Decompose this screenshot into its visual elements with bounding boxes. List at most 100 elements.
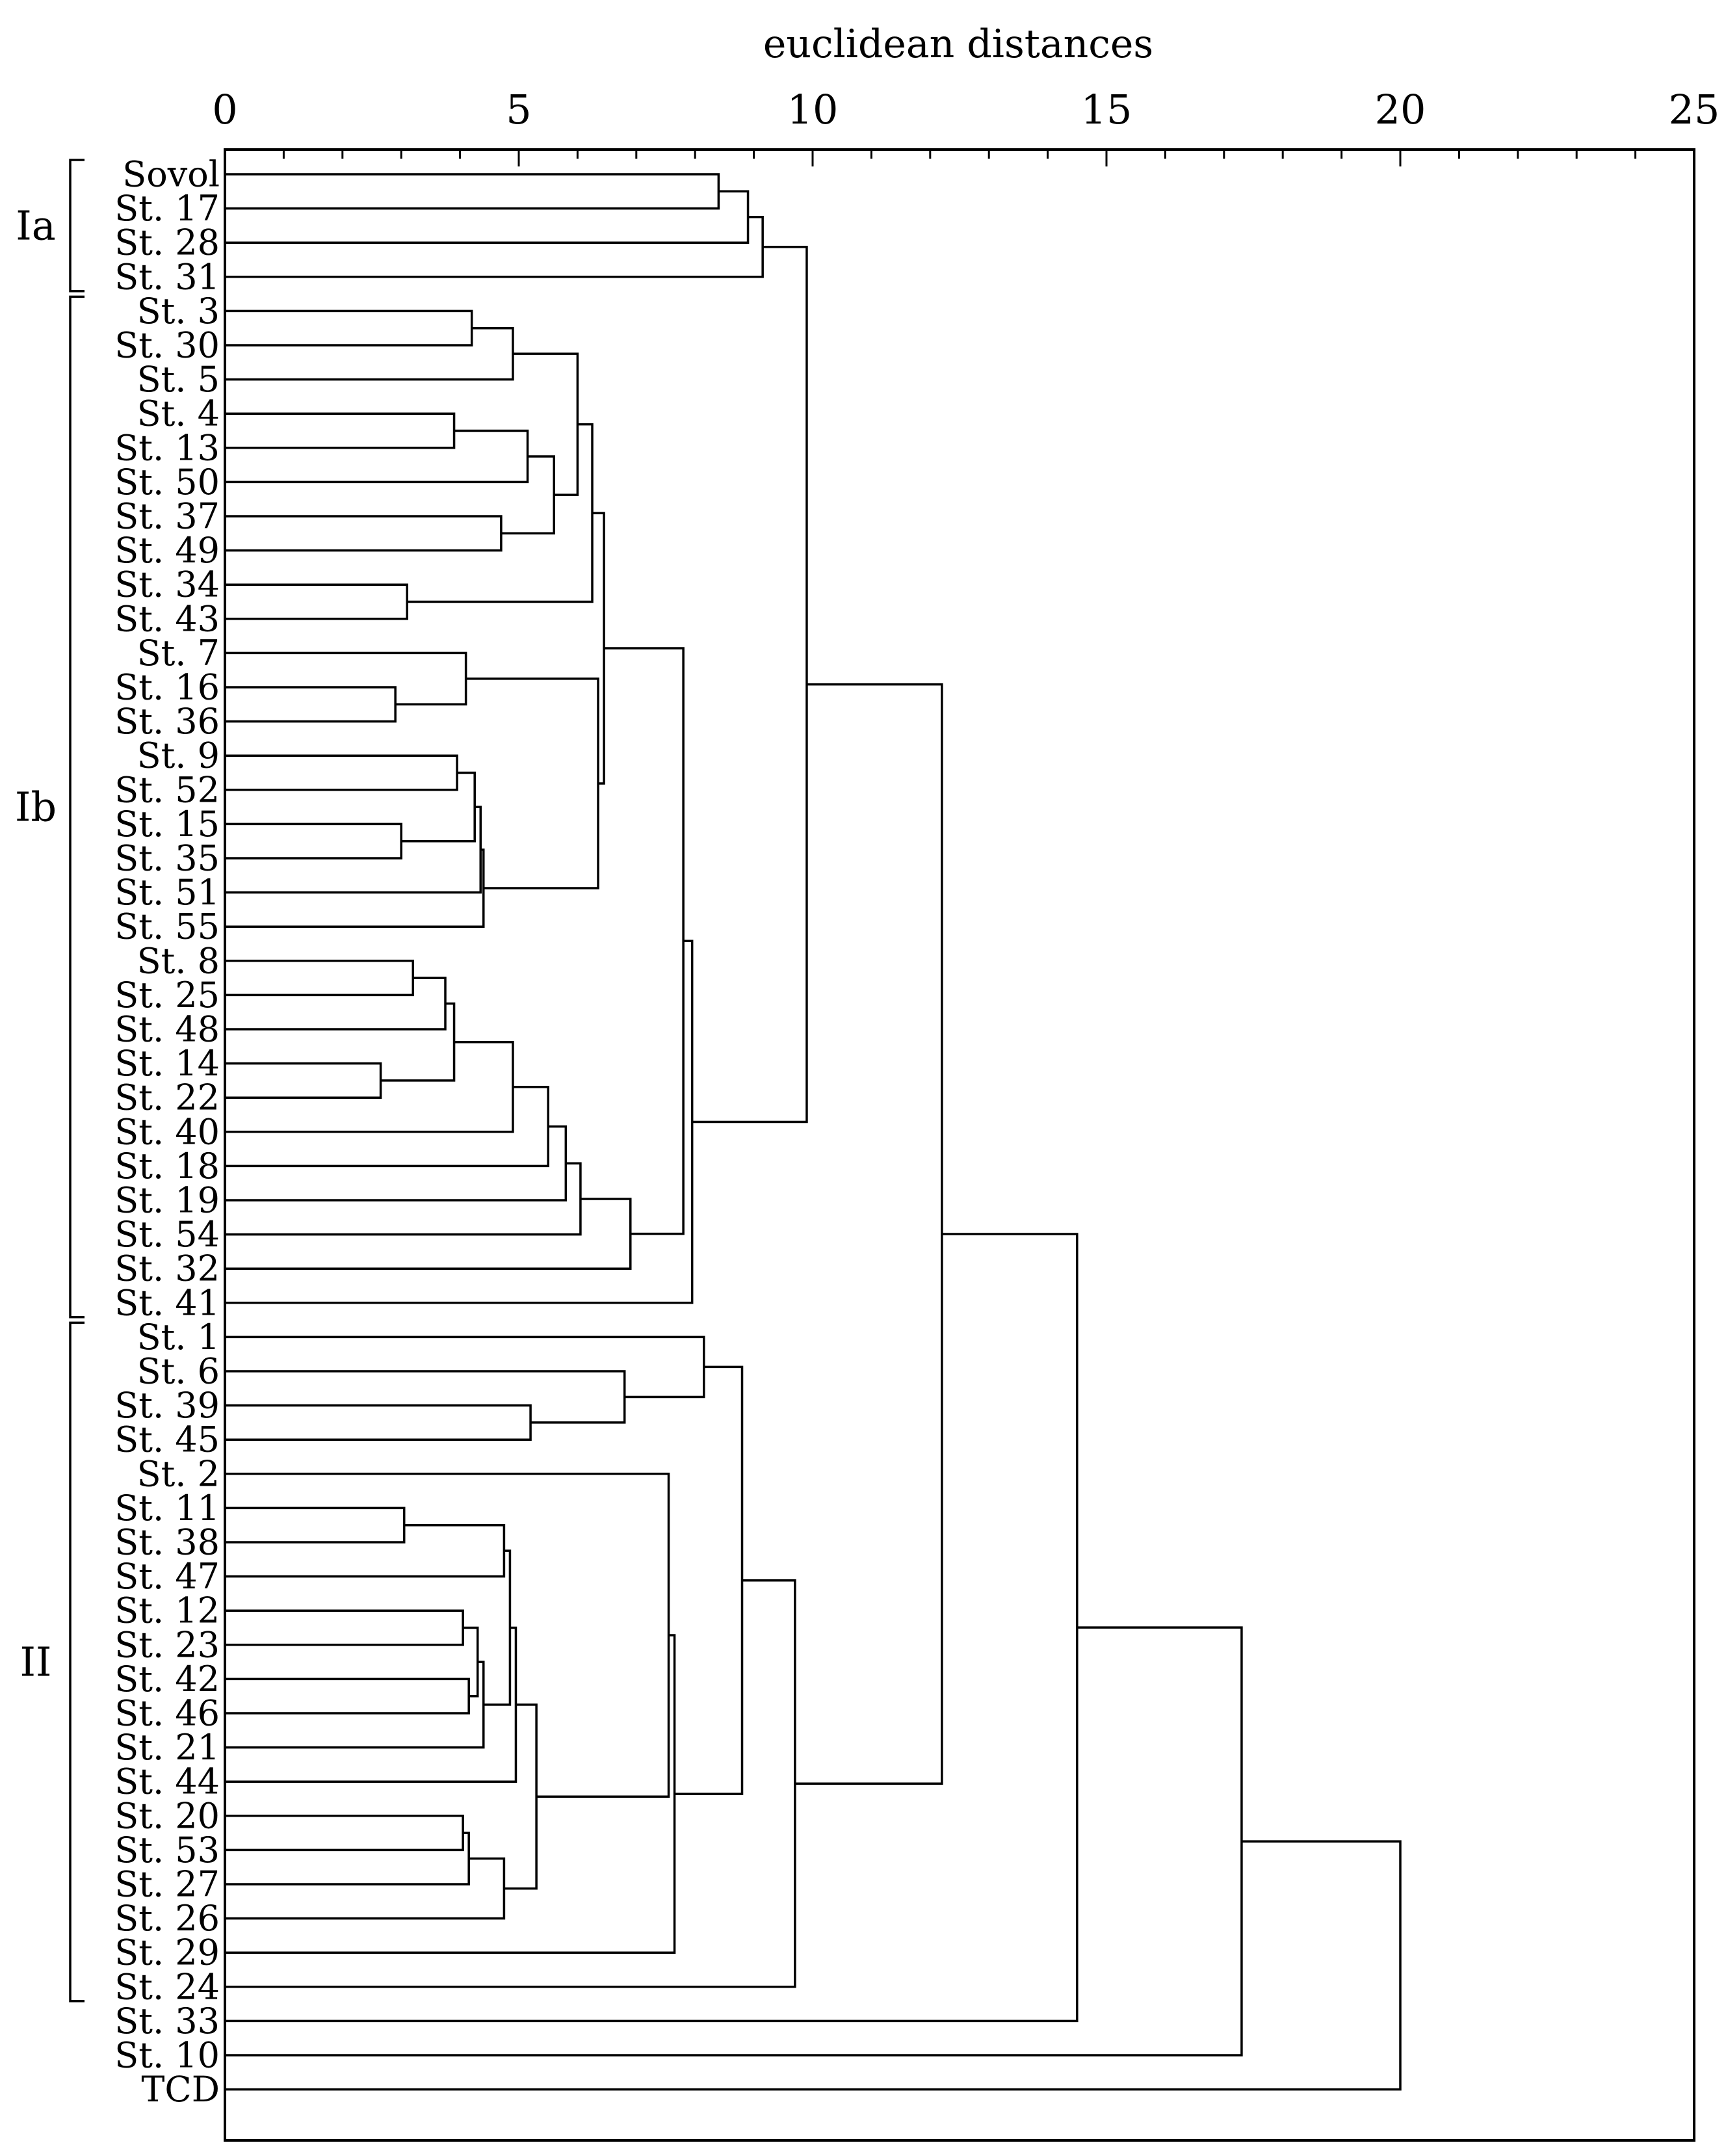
dendrogram-link [225, 1335, 705, 1399]
leaf-label: TCD [141, 2069, 220, 2110]
leaf-label: St. 26 [114, 1898, 220, 1939]
leaf-label: St. 8 [137, 940, 220, 981]
leaf-label: St. 46 [114, 1693, 220, 1734]
group-bracket [69, 159, 85, 293]
leaf-label: St. 50 [114, 462, 220, 503]
dendrogram-link [225, 1832, 470, 1886]
leaf-label: St. 6 [137, 1351, 220, 1392]
dendrogram-links [225, 173, 1402, 2091]
dendrogram-link [380, 1002, 456, 1082]
leaf-label: St. 36 [114, 701, 220, 742]
leaf-label: St. 9 [137, 735, 220, 776]
dendrogram-link [225, 651, 467, 706]
leaf-label: St. 45 [114, 1419, 220, 1460]
leaf-label: St. 4 [137, 393, 220, 434]
dendrogram-link [225, 173, 720, 210]
leaf-label: St. 42 [114, 1659, 220, 1700]
dendrogram-link [225, 1634, 676, 1954]
dendrogram-link [225, 1162, 582, 1236]
leaf-label: St. 27 [114, 1864, 220, 1905]
leaf-label: St. 32 [114, 1248, 220, 1289]
leaf-label: St. 35 [114, 838, 220, 879]
leaf-label: St. 29 [114, 1932, 220, 1973]
dendrogram-link [225, 1040, 514, 1133]
dendrogram-link [225, 1840, 1402, 2091]
dendrogram-link [225, 1626, 517, 1783]
leaf-label: St. 39 [114, 1385, 220, 1426]
dendrogram-link [225, 1233, 1079, 2023]
leaf-label: St. 41 [114, 1282, 220, 1323]
dendrogram-link [692, 246, 808, 1124]
dendrogram-link [225, 216, 764, 278]
group-bracket [69, 1321, 85, 2003]
x-tick-label: 5 [506, 86, 531, 133]
leaf-label: St. 21 [114, 1727, 220, 1768]
leaf-label: St. 23 [114, 1624, 220, 1665]
dendrogram-link [225, 960, 415, 997]
dendrogram-link [225, 1857, 506, 1920]
dendrogram-link [225, 806, 482, 894]
leaf-label: St. 12 [114, 1590, 220, 1631]
dendrogram-link [225, 848, 485, 928]
leaf-label: St. 5 [137, 359, 220, 400]
dendrogram-link [463, 1626, 479, 1698]
leaf-label: St. 10 [114, 2035, 220, 2076]
leaf-label: St. 16 [114, 667, 220, 708]
dendrogram-link [225, 1609, 464, 1646]
dendrogram-link [465, 677, 599, 889]
leaf-label: St. 49 [114, 530, 220, 571]
leaf-label: St. 3 [137, 291, 220, 332]
dendrogram-link [225, 1523, 506, 1578]
dendrogram-link [225, 429, 529, 484]
x-tick-label: 25 [1669, 86, 1720, 133]
leaf-label: St. 33 [114, 2001, 220, 2042]
leaf-label: St. 51 [114, 872, 220, 913]
dendrogram-link [407, 423, 594, 603]
dendrogram-link [225, 1062, 382, 1099]
leaf-label: St. 37 [114, 496, 220, 537]
dendrogram-link [401, 771, 476, 843]
group-label: Ia [16, 202, 55, 249]
x-axis-ticks [224, 150, 1695, 166]
leaf-label: St. 11 [114, 1488, 220, 1529]
leaf-label: St. 43 [114, 598, 220, 639]
x-tick-label: 15 [1081, 86, 1132, 133]
leaf-label: St. 17 [114, 188, 220, 229]
dendrogram-link [225, 412, 456, 449]
dendrogram-link [794, 683, 943, 1785]
dendrogram-link [504, 1703, 538, 1890]
leaf-label: St. 31 [114, 256, 220, 297]
leaf-label: St. 14 [114, 1043, 220, 1084]
dendrogram-link [225, 822, 402, 860]
leaf-label: St. 55 [114, 906, 220, 947]
dendrogram-link [225, 1370, 626, 1424]
leaf-label: St. 48 [114, 1009, 220, 1050]
dendrogram-link [225, 1626, 1243, 2057]
leaf-label: St. 7 [137, 633, 220, 674]
leaf-label: St. 22 [114, 1077, 220, 1118]
leaf-label: St. 2 [137, 1453, 220, 1494]
dendrogram-link [225, 309, 473, 347]
x-tick-label: 10 [787, 86, 839, 133]
leaf-label: St. 20 [114, 1795, 220, 1836]
leaf-label: St. 38 [114, 1522, 220, 1563]
leaf-label: St. 15 [114, 804, 220, 845]
cluster-groups: Ia Ib II [15, 159, 85, 2003]
leaf-label: St. 47 [114, 1556, 220, 1597]
group-bracket [69, 295, 85, 1319]
leaf-label: St. 13 [114, 427, 220, 468]
dendrogram-link [225, 1125, 568, 1202]
dendrogram-link [225, 1677, 470, 1715]
dendrogram-link [604, 647, 685, 1235]
dendrogram-link [225, 326, 514, 381]
leaf-label: St. 54 [114, 1214, 220, 1255]
leaf-label: St. 25 [114, 975, 220, 1016]
leaf-label: St. 34 [114, 564, 220, 605]
leaf-label: St. 19 [114, 1180, 220, 1221]
leaf-label: St. 1 [137, 1317, 220, 1358]
plot-frame [224, 148, 1695, 2142]
x-axis-title: euclidean distances [763, 21, 1153, 67]
dendrogram-link [512, 352, 579, 496]
dendrogram-link [225, 515, 503, 552]
